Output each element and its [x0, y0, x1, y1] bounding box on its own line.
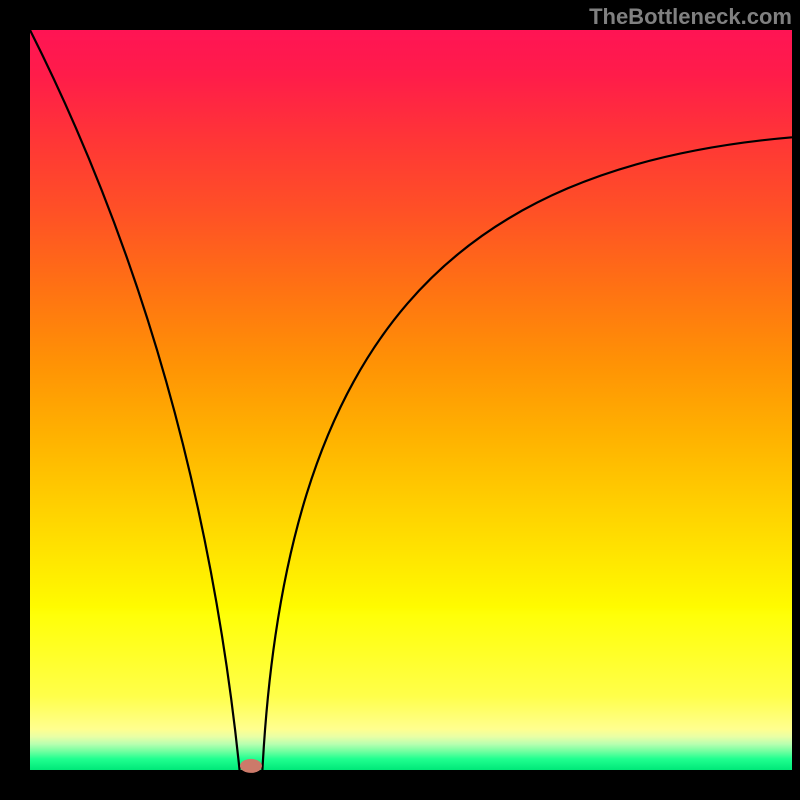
plot-area	[30, 30, 792, 770]
chart-container: TheBottleneck.com	[0, 0, 800, 800]
watermark-text: TheBottleneck.com	[589, 4, 792, 30]
